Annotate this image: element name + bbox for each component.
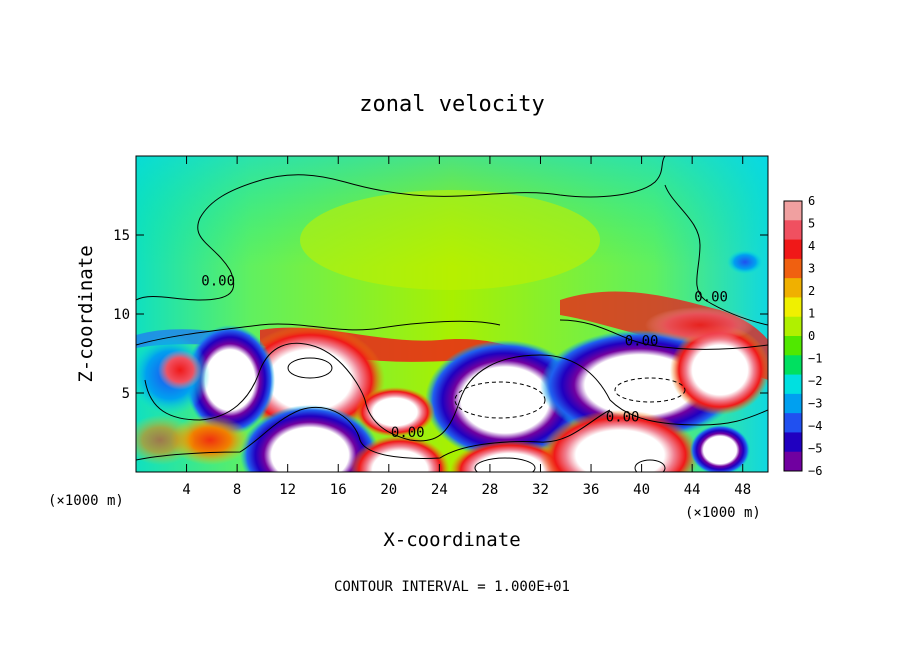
- x-tick-label: 24: [431, 482, 448, 498]
- x-tick-label: 32: [532, 482, 549, 498]
- colorbar-swatch: [784, 413, 802, 433]
- colorbar-tick-label: 6: [808, 194, 815, 208]
- colorbar-swatch: [784, 374, 802, 395]
- colorbar-tick-label: 1: [808, 307, 815, 321]
- colorbar-swatch: [784, 316, 802, 337]
- colorbar-swatch: [784, 278, 802, 298]
- x-tick-label: 48: [734, 482, 751, 498]
- contour-label: 0.00: [201, 274, 235, 290]
- contour-lines: [136, 156, 768, 472]
- y-unit-label: (×1000 m): [48, 493, 124, 509]
- x-tick-label: 36: [583, 482, 600, 498]
- colorbar-tick-label: 2: [808, 284, 815, 298]
- x-tick-label: 44: [684, 482, 701, 498]
- colorbar-swatch: [784, 432, 802, 453]
- x-tick-label: 28: [481, 482, 498, 498]
- colorbar-swatch: [784, 297, 802, 318]
- contour-labels: 0.00 0.00 0.00 0.00 0.00: [201, 274, 728, 442]
- colorbar-tick-label: −1: [808, 352, 822, 366]
- y-axis-label: Z-coordinate: [75, 245, 97, 382]
- x-tick-label: 20: [380, 482, 397, 498]
- y-tick-label: 10: [113, 307, 130, 323]
- contour-label: 0.00: [694, 289, 728, 305]
- colorbar-swatch: [784, 336, 802, 356]
- y-tick-label: 15: [113, 228, 130, 244]
- y-tick-label: 5: [122, 386, 130, 402]
- contour-label: 0.00: [606, 409, 640, 425]
- x-tick-label: 8: [233, 482, 241, 498]
- contour-interval-note: CONTOUR INTERVAL = 1.000E+01: [334, 579, 570, 595]
- colorbar-swatch: [784, 201, 802, 221]
- colorbar-tick-label: −2: [808, 374, 822, 388]
- colorbar-swatch: [784, 220, 802, 241]
- colorbar-tick-label: 4: [808, 239, 815, 253]
- colorbar-tick-label: 3: [808, 262, 815, 276]
- colorbar-swatch: [784, 258, 802, 279]
- x-axis-label: X-coordinate: [383, 529, 520, 551]
- colorbar-swatch: [784, 451, 802, 472]
- contour-label: 0.00: [391, 425, 425, 441]
- x-tick-label: 4: [182, 482, 190, 498]
- colorbar-tick-label: 0: [808, 329, 815, 343]
- x-axis-ticks: 4 8 12 16 20 24 28 32 36 40 44 48: [182, 156, 751, 498]
- colorbar-tick-label: −6: [808, 464, 822, 478]
- colorbar-swatch: [784, 355, 802, 376]
- colorbar-tick-label: −4: [808, 419, 822, 433]
- y-axis-ticks: 5 10 15: [113, 228, 768, 402]
- colorbar-swatch: [784, 239, 802, 260]
- colorbar-frame: [783, 200, 803, 472]
- chart-title: zonal velocity: [359, 92, 544, 117]
- colorbar-tick-label: −5: [808, 442, 822, 456]
- colorbar-tick-label: −3: [808, 397, 822, 411]
- x-tick-label: 40: [633, 482, 650, 498]
- colorbar-tick-label: 5: [808, 217, 815, 231]
- colorbar: 6 5 4 3 2 1 0 −1 −2 −3 −4 −5 −6: [783, 194, 822, 478]
- contour-label: 0.00: [625, 334, 659, 350]
- colorbar-swatch: [784, 393, 802, 414]
- x-tick-label: 16: [330, 482, 347, 498]
- x-tick-label: 12: [279, 482, 296, 498]
- x-unit-label: (×1000 m): [685, 505, 761, 521]
